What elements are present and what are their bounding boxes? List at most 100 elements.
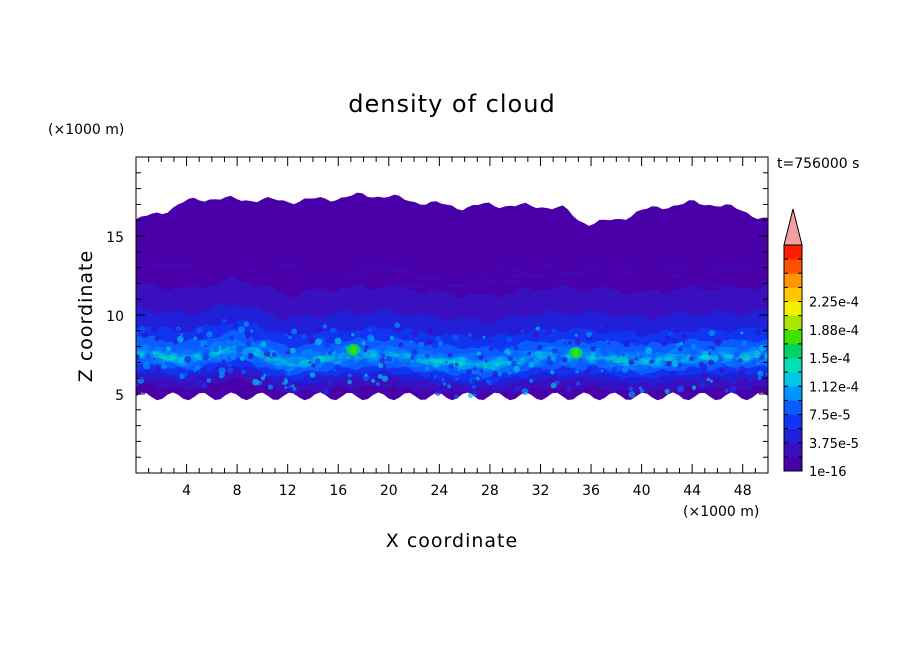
density-speckle [628,386,633,392]
density-speckle [230,353,237,361]
density-speckle [711,354,719,362]
density-speckle [412,380,417,385]
density-speckle [708,329,716,337]
density-speckle [381,375,389,382]
density-speckle [252,336,258,342]
density-speckle [700,363,708,371]
density-speckle [184,372,189,377]
density-speckle [547,328,553,334]
density-peak-core [572,348,579,357]
density-speckle [206,378,212,383]
colorbar-swatch [784,372,802,387]
density-speckle [324,341,331,348]
x-tick-label: 16 [329,483,347,499]
density-speckle [426,338,433,346]
density-speckle [291,384,295,388]
envelope-streak [473,296,482,299]
density-speckle [628,341,635,348]
density-speckle [547,356,551,360]
envelope-streak [706,295,716,298]
envelope-streak [142,299,173,302]
envelope-streak [499,280,521,282]
density-speckle [645,347,653,354]
density-speckle [344,345,348,350]
density-speckle [650,377,658,385]
density-speckle [535,326,540,331]
density-speckle [714,338,722,346]
envelope-streak [230,297,246,299]
envelope-streak [338,275,372,278]
density-speckle [628,391,636,398]
density-speckle [628,359,634,365]
density-speckle [521,388,529,396]
density-speckle [701,373,709,381]
density-speckle [489,339,492,343]
envelope-streak [273,265,302,268]
density-speckle [402,335,408,340]
density-speckle [201,374,206,379]
density-speckle [498,334,503,339]
envelope-streak [616,273,634,276]
density-speckle [193,368,197,372]
envelope-streak [763,279,768,282]
x-tick-label: 40 [633,483,651,499]
density-speckle [574,338,581,345]
envelope-streak [392,285,425,288]
density-speckle [645,342,649,346]
envelope-streak [482,281,496,283]
density-speckle [567,367,570,370]
envelope-streak [695,283,718,286]
density-speckle [284,385,288,389]
colorbar-swatch [784,343,802,359]
density-speckle [496,343,501,348]
density-speckle [249,354,253,358]
density-speckle [671,360,679,368]
density-speckle [252,321,259,328]
density-speckle [447,384,452,389]
density-speckle [749,378,753,382]
density-speckle [711,346,716,351]
density-speckle [574,333,578,337]
density-speckle [511,360,518,367]
x-tick-label: 32 [532,483,550,499]
density-speckle [138,325,146,333]
density-speckle [521,383,526,388]
density-speckle [587,365,593,371]
density-speckle [539,367,542,371]
envelope-streak [519,271,529,274]
density-speckle [288,335,292,340]
density-speckle [398,367,402,371]
envelope-streak [587,301,608,304]
density-speckle [328,351,333,356]
density-speckle [323,388,329,395]
x-tick-label: 12 [279,483,297,499]
density-speckle [175,378,179,382]
envelope-streak [521,304,557,307]
density-speckle [347,379,352,385]
density-speckle [639,388,645,394]
envelope-streak [496,265,508,268]
colorbar-label: 2.25e-4 [809,296,859,311]
density-speckle [609,379,616,386]
envelope-streak [166,264,193,267]
density-speckle [452,334,459,341]
density-speckle [465,376,470,381]
density-speckle [664,388,670,394]
density-speckle [756,361,760,365]
density-speckle [336,349,342,355]
density-speckle [152,357,156,361]
density-speckle [468,332,473,338]
density-speckle [510,327,518,335]
density-speckle [411,349,418,356]
colorbar-label: 3.75e-5 [809,437,859,452]
density-speckle [485,360,488,363]
density-speckle [507,371,511,375]
density-speckle [689,356,694,362]
density-speckle [221,318,227,324]
y-axis-label: Z coordinate [75,250,97,382]
density-speckle [175,328,181,333]
density-speckle [141,376,145,381]
envelope-streak [211,295,224,297]
density-speckle [338,328,343,332]
density-speckle [447,352,453,358]
